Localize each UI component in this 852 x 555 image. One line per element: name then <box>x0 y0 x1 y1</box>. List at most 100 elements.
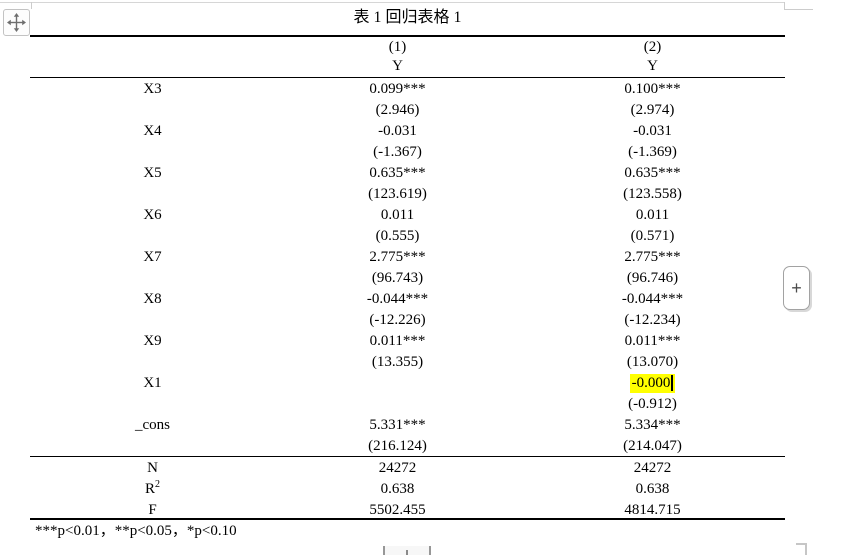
significance-footnote: ***p<0.01，**p<0.05，*p<0.10 <box>35 523 237 539</box>
table-row: X3 0.099*** 0.100*** <box>30 79 785 100</box>
stat-value: 0.638 <box>380 481 415 497</box>
value-cell: 5.331*** <box>369 417 426 433</box>
move-icon <box>7 13 26 32</box>
row-label <box>30 394 275 415</box>
row-label: X5 <box>143 165 162 181</box>
value-cell: -0.031 <box>378 123 417 139</box>
table-row: X4 -0.031 -0.031 <box>30 121 785 142</box>
header-row-model-numbers: (1) (2) <box>30 38 785 57</box>
value-cell: 2.775*** <box>369 249 426 265</box>
value-cell: (13.355) <box>371 354 424 370</box>
table-row: (216.124) (214.047) <box>30 436 785 457</box>
row-label: X9 <box>143 333 162 349</box>
header-spacer <box>30 57 275 76</box>
value-cell: -0.044*** <box>366 291 429 307</box>
value-cell: (2.974) <box>630 102 675 118</box>
row-label <box>30 100 275 121</box>
value-cell: 0.100*** <box>624 81 681 97</box>
table-row: (13.355) (13.070) <box>30 352 785 373</box>
value-cell: 0.011 <box>380 207 415 223</box>
value-cell: 0.635*** <box>624 165 681 181</box>
column-2-number: (2) <box>643 39 662 55</box>
row-label: X8 <box>143 291 162 307</box>
row-label <box>30 142 275 163</box>
row-label <box>30 184 275 205</box>
value-cell: (96.743) <box>371 270 424 286</box>
value-cell <box>275 394 520 415</box>
table-row: (-12.226) (-12.234) <box>30 310 785 331</box>
table-row: (-0.912) <box>30 394 785 415</box>
value-cell: -0.031 <box>633 123 672 139</box>
resize-corner-mark <box>796 543 807 545</box>
value-cell: 0.011*** <box>624 333 681 349</box>
table-move-handle[interactable] <box>3 9 30 36</box>
ruler-step-right <box>784 9 813 10</box>
value-cell: -0.000 <box>520 373 785 394</box>
table-row: (2.946) (2.974) <box>30 100 785 121</box>
text-cursor <box>671 375 674 392</box>
row-label <box>30 352 275 373</box>
value-cell: (123.619) <box>368 186 427 202</box>
row-label <box>30 226 275 247</box>
value-cell: 0.011 <box>635 207 670 223</box>
table-row: (123.619) (123.558) <box>30 184 785 205</box>
table-title: 表 1 回归表格 1 <box>353 9 462 26</box>
insert-row-button-partial[interactable] <box>383 546 431 555</box>
stats-row: R2 0.638 0.638 <box>30 479 785 500</box>
table-row: (96.743) (96.746) <box>30 268 785 289</box>
table-row: _cons 5.331*** 5.334*** <box>30 415 785 436</box>
table-stats: N 24272 24272 R2 0.638 0.638 F 5502.455 4814.715 <box>30 458 785 521</box>
value-cell: (13.070) <box>626 354 679 370</box>
header-spacer <box>30 38 275 57</box>
table-row: X8 -0.044*** -0.044*** <box>30 289 785 310</box>
stats-row: N 24272 24272 <box>30 458 785 479</box>
column-1-depvar: Y <box>392 58 403 74</box>
table-row: X9 0.011*** 0.011*** <box>30 331 785 352</box>
value-cell: (-1.367) <box>373 144 422 160</box>
row-label: X3 <box>143 81 162 97</box>
value-cell: (-12.226) <box>369 312 426 328</box>
value-cell: (214.047) <box>623 438 682 454</box>
row-label <box>30 310 275 331</box>
table-border-header <box>30 77 785 78</box>
value-cell: 0.635*** <box>369 165 426 181</box>
table-row: X5 0.635*** 0.635*** <box>30 163 785 184</box>
value-cell: (2.946) <box>375 102 420 118</box>
stat-label: N <box>147 460 158 476</box>
stat-value: 5502.455 <box>369 502 426 518</box>
plus-icon: + <box>791 277 802 298</box>
stat-value: 24272 <box>633 460 672 476</box>
value-cell: (216.124) <box>368 438 427 454</box>
table-row: (-1.367) (-1.369) <box>30 142 785 163</box>
column-1-number: (1) <box>388 39 407 55</box>
value-cell: -0.044*** <box>621 291 684 307</box>
value-cell: (-12.234) <box>624 312 681 328</box>
row-label: X6 <box>143 207 162 223</box>
value-cell: 5.334*** <box>624 417 681 433</box>
table-border-bottom <box>30 518 785 520</box>
column-2-depvar: Y <box>647 58 658 74</box>
value-cell: (123.558) <box>623 186 682 202</box>
value-cell: (0.571) <box>630 228 675 244</box>
stats-row: F 5502.455 4814.715 <box>30 500 785 521</box>
highlighted-value[interactable]: -0.000 <box>629 374 676 394</box>
table-row: X1 -0.000 <box>30 373 785 394</box>
value-cell: (-1.369) <box>628 144 677 160</box>
value-cell: 2.775*** <box>624 249 681 265</box>
stat-value: 24272 <box>378 460 417 476</box>
table-row: (0.555) (0.571) <box>30 226 785 247</box>
table-row: X6 0.011 0.011 <box>30 205 785 226</box>
resize-corner-mark <box>805 543 807 555</box>
row-label: X7 <box>143 249 162 265</box>
value-cell: (0.555) <box>375 228 420 244</box>
column-tick-right <box>784 2 785 10</box>
row-label: X4 <box>143 123 162 139</box>
row-label: _cons <box>135 417 170 433</box>
header-row-dep-var: Y Y <box>30 57 785 76</box>
table-row: X7 2.775*** 2.775*** <box>30 247 785 268</box>
stat-label: F <box>148 502 157 518</box>
insert-column-button[interactable]: + <box>783 266 810 310</box>
stat-value: 0.638 <box>635 481 670 497</box>
value-cell <box>275 373 520 394</box>
row-label <box>30 436 275 457</box>
